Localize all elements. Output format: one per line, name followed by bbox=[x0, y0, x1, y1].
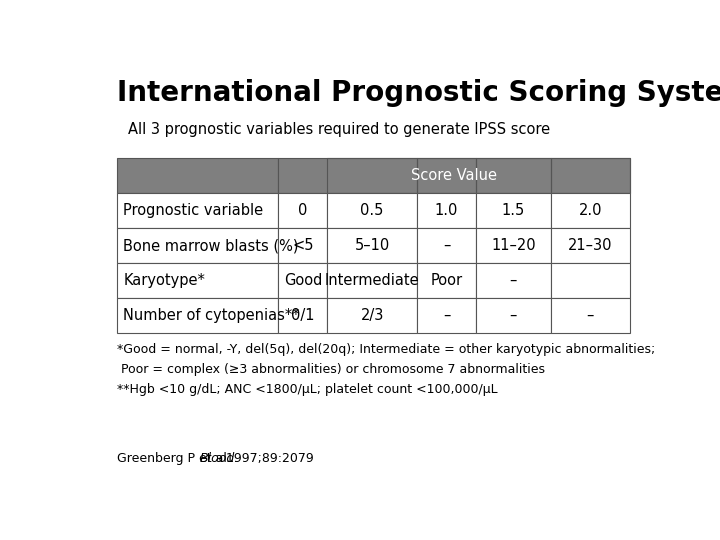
Bar bbox=[417, 298, 476, 333]
Text: 21–30: 21–30 bbox=[568, 238, 613, 253]
Text: Intermediate: Intermediate bbox=[325, 273, 420, 288]
Bar bbox=[117, 158, 279, 193]
Text: All 3 prognostic variables required to generate IPSS score: All 3 prognostic variables required to g… bbox=[128, 122, 550, 137]
Text: Blood.: Blood. bbox=[199, 452, 238, 465]
Text: –: – bbox=[510, 308, 517, 323]
Text: 1.5: 1.5 bbox=[502, 203, 525, 218]
Bar bbox=[328, 193, 417, 228]
Text: Greenberg P et al.: Greenberg P et al. bbox=[117, 452, 235, 465]
Bar bbox=[417, 158, 476, 193]
Text: Bone marrow blasts (%): Bone marrow blasts (%) bbox=[123, 238, 299, 253]
Text: 5–10: 5–10 bbox=[354, 238, 390, 253]
Bar bbox=[328, 158, 417, 193]
Text: –: – bbox=[587, 308, 594, 323]
Bar bbox=[476, 298, 551, 333]
Text: Prognostic variable: Prognostic variable bbox=[123, 203, 264, 218]
Bar bbox=[417, 228, 476, 263]
Text: 11–20: 11–20 bbox=[491, 238, 536, 253]
Bar bbox=[417, 193, 476, 228]
Text: **Hgb <10 g/dL; ANC <1800/μL; platelet count <100,000/μL: **Hgb <10 g/dL; ANC <1800/μL; platelet c… bbox=[117, 383, 498, 396]
Text: Good: Good bbox=[284, 273, 322, 288]
Bar bbox=[117, 298, 279, 333]
Bar bbox=[279, 263, 328, 298]
Text: 2/3: 2/3 bbox=[361, 308, 384, 323]
Bar bbox=[417, 263, 476, 298]
Text: 1.0: 1.0 bbox=[435, 203, 459, 218]
Bar bbox=[476, 228, 551, 263]
Bar bbox=[328, 228, 417, 263]
Bar bbox=[551, 193, 630, 228]
Text: Poor = complex (≥3 abnormalities) or chromosome 7 abnormalities: Poor = complex (≥3 abnormalities) or chr… bbox=[117, 363, 545, 376]
Text: Score Value: Score Value bbox=[411, 168, 498, 183]
Bar bbox=[279, 298, 328, 333]
Bar bbox=[328, 263, 417, 298]
Text: International Prognostic Scoring System: International Prognostic Scoring System bbox=[117, 79, 720, 107]
Text: Number of cytopenias**: Number of cytopenias** bbox=[123, 308, 300, 323]
Text: 0/1: 0/1 bbox=[291, 308, 315, 323]
Text: 1997;89:2079: 1997;89:2079 bbox=[222, 452, 313, 465]
Text: –: – bbox=[443, 238, 450, 253]
Bar bbox=[279, 193, 328, 228]
Bar bbox=[551, 263, 630, 298]
Text: –: – bbox=[510, 273, 517, 288]
Bar bbox=[117, 263, 279, 298]
Bar bbox=[551, 158, 630, 193]
Bar bbox=[279, 158, 630, 193]
Text: –: – bbox=[443, 308, 450, 323]
Text: 0.5: 0.5 bbox=[361, 203, 384, 218]
Text: Karyotype*: Karyotype* bbox=[123, 273, 205, 288]
Text: *Good = normal, -Y, del(5q), del(20q); Intermediate = other karyotypic abnormali: *Good = normal, -Y, del(5q), del(20q); I… bbox=[117, 343, 655, 356]
Bar bbox=[551, 228, 630, 263]
Bar bbox=[328, 298, 417, 333]
Text: Poor: Poor bbox=[431, 273, 463, 288]
Bar bbox=[476, 158, 551, 193]
Bar bbox=[117, 228, 279, 263]
Text: <5: <5 bbox=[292, 238, 314, 253]
Bar bbox=[476, 193, 551, 228]
Bar bbox=[117, 193, 279, 228]
Bar bbox=[279, 228, 328, 263]
Bar bbox=[476, 263, 551, 298]
Text: 2.0: 2.0 bbox=[579, 203, 602, 218]
Bar bbox=[551, 298, 630, 333]
Text: 0: 0 bbox=[298, 203, 307, 218]
